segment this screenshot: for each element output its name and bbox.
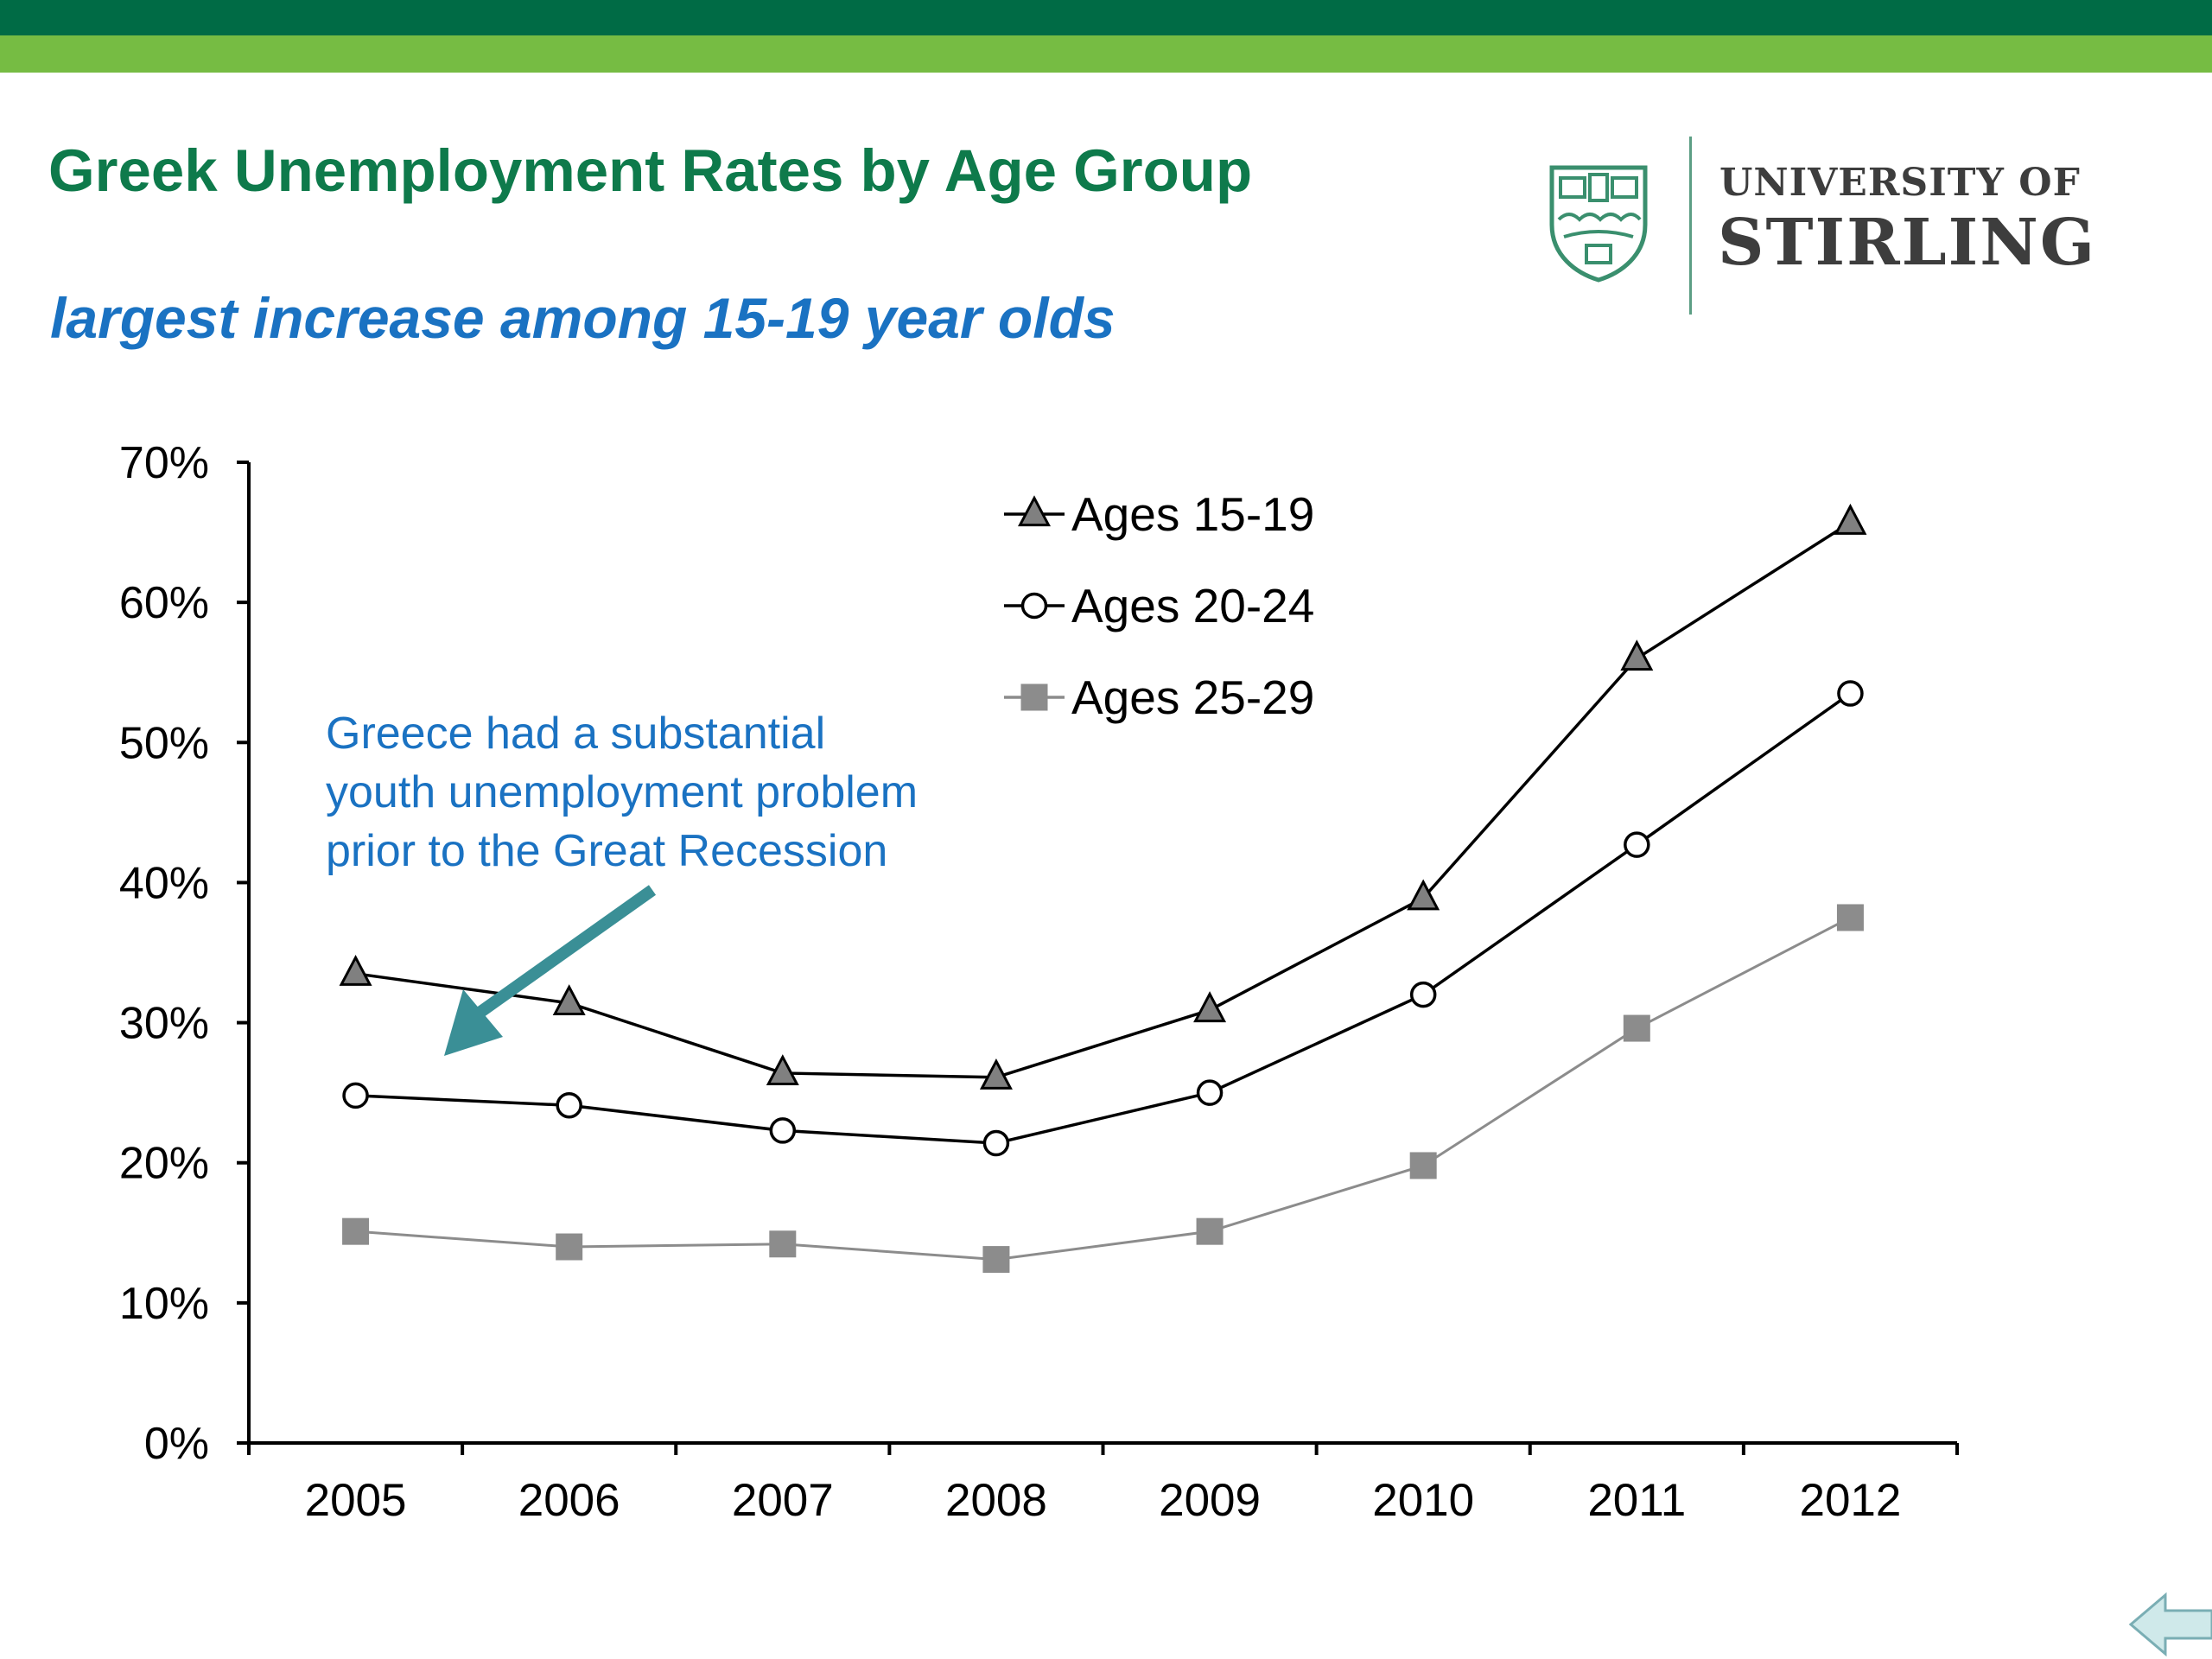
university-logo: UNIVERSITY OF STIRLING [1547, 137, 2094, 318]
x-tick-label: 2011 [1587, 1475, 1686, 1526]
data-point [1409, 981, 1437, 1008]
data-point [1409, 1152, 1437, 1179]
data-point [342, 1217, 370, 1245]
y-tick-label: 40% [119, 858, 209, 908]
y-tick-label: 50% [119, 718, 209, 768]
data-point [769, 1117, 797, 1144]
header-bar-dark [0, 0, 2212, 35]
back-arrow-icon[interactable] [2127, 1590, 2212, 1659]
data-point [1834, 503, 1867, 535]
data-point [982, 1129, 1010, 1157]
y-tick-label: 10% [119, 1279, 209, 1329]
x-tick-label: 2006 [518, 1475, 620, 1526]
data-point [339, 955, 372, 986]
y-tick-label: 70% [119, 438, 209, 488]
legend-marker [1020, 683, 1048, 711]
data-point [982, 1246, 1010, 1274]
x-tick-label: 2005 [305, 1475, 407, 1526]
legend-marker [1018, 495, 1051, 527]
y-tick-label: 20% [119, 1139, 209, 1189]
series-line [355, 521, 1852, 1079]
x-tick-label: 2012 [1799, 1475, 1901, 1526]
annotation-arrow-head [444, 989, 503, 1056]
data-point [979, 1058, 1013, 1090]
x-tick-label: 2008 [945, 1475, 1047, 1526]
legend-label: Ages 25-29 [1071, 671, 1314, 724]
data-point [1620, 639, 1654, 671]
annotation-text: prior to the Great Recession [326, 826, 887, 876]
data-point [342, 1082, 369, 1109]
series-line [355, 916, 1852, 1262]
annotation-text: youth unemployment problem [326, 767, 918, 817]
data-point [1196, 1079, 1224, 1106]
y-tick-label: 30% [119, 999, 209, 1049]
logo-divider [1689, 137, 1692, 315]
legend-label: Ages 15-19 [1071, 487, 1314, 541]
data-point [769, 1230, 797, 1258]
series-line [355, 692, 1852, 1145]
annotation-arrow-shaft [475, 885, 657, 1018]
y-tick-label: 0% [144, 1419, 209, 1469]
data-point [1837, 680, 1864, 707]
y-tick-label: 60% [119, 578, 209, 628]
data-point [1836, 904, 1864, 931]
data-point [1193, 991, 1227, 1023]
legend-label: Ages 20-24 [1071, 579, 1314, 632]
header-bar-light [0, 35, 2212, 73]
crest-icon [1549, 165, 1648, 283]
data-point [766, 1054, 799, 1086]
data-point [1624, 831, 1650, 858]
x-tick-label: 2009 [1159, 1475, 1261, 1526]
data-point [1407, 879, 1440, 911]
slide-title: Greek Unemployment Rates by Age Group [48, 137, 1253, 204]
data-point [556, 1091, 582, 1119]
slide-subtitle: largest increase among 15-19 year olds [50, 286, 1116, 350]
legend-marker [1020, 592, 1048, 620]
data-point [1196, 1217, 1224, 1245]
logo-university-of: UNIVERSITY OF [1719, 161, 2081, 205]
data-point [1623, 1014, 1650, 1042]
annotation-text: Greece had a substantial [326, 709, 825, 759]
x-tick-label: 2010 [1372, 1475, 1474, 1526]
data-point [556, 1233, 583, 1261]
logo-stirling: STIRLING [1718, 206, 2097, 280]
x-tick-label: 2007 [732, 1475, 834, 1526]
data-point [552, 984, 586, 1015]
